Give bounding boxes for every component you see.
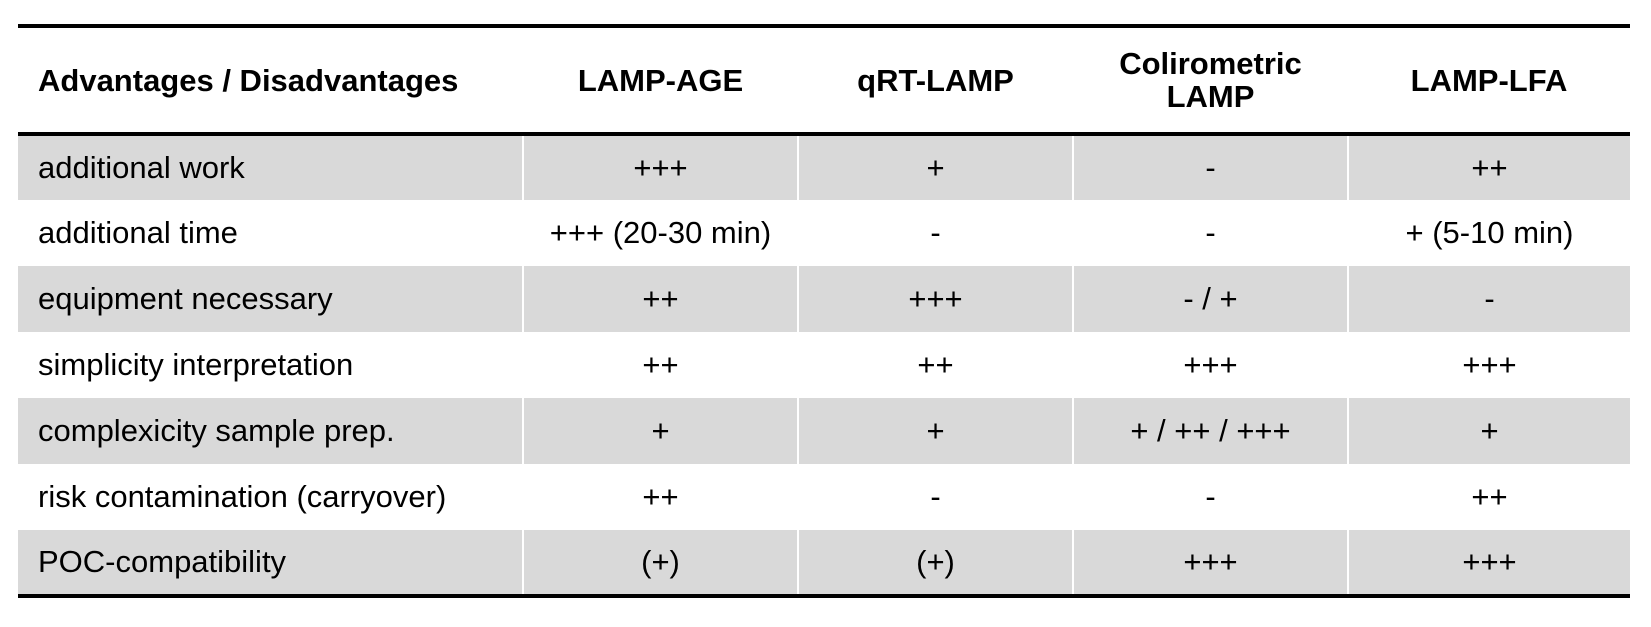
table-cell: +++ (797, 266, 1073, 332)
header-qrt-lamp: qRT-LAMP (857, 62, 1014, 98)
table-header: Advantages / Disadvantages LAMP-AGE qRT-… (18, 26, 1630, 134)
table-row: additional time +++ (20-30 min) - - + (5… (18, 200, 1630, 266)
header-lamp-lfa: LAMP-LFA (1410, 62, 1568, 98)
table-cell: (+) (522, 530, 798, 596)
table-cell: - / + (1072, 266, 1348, 332)
table-row: simplicity interpretation ++ ++ +++ +++ (18, 332, 1630, 398)
row-label: additional time (38, 215, 238, 250)
row-label: risk contamination (carryover) (38, 479, 447, 514)
table-cell: + (797, 398, 1073, 464)
table-cell: ++ (1347, 134, 1630, 200)
table-cell: +++ (1072, 332, 1348, 398)
table-cell: ++ (522, 332, 798, 398)
table-cell: ++ (522, 464, 798, 530)
table-row: additional work +++ + - ++ (18, 134, 1630, 200)
table-cell: +++ (1072, 530, 1348, 596)
lamp-comparison-table: Advantages / Disadvantages LAMP-AGE qRT-… (18, 24, 1630, 598)
table-cell: (+) (797, 530, 1073, 596)
table-cell: + (1347, 398, 1630, 464)
table-body: additional work +++ + - ++ additional ti… (18, 134, 1630, 596)
table-row: risk contamination (carryover) ++ - - ++ (18, 464, 1630, 530)
table-cell: ++ (1347, 464, 1630, 530)
table-cell: +++ (522, 134, 798, 200)
table-cell: - (1072, 464, 1348, 530)
table-row: complexicity sample prep. + + + / ++ / +… (18, 398, 1630, 464)
table-cell: +++ (20-30 min) (522, 200, 798, 266)
header-colorimetric-lamp: Colirometric LAMP (1119, 46, 1302, 114)
table-row: POC-compatibility (+) (+) +++ +++ (18, 530, 1630, 596)
row-label: equipment necessary (18, 266, 523, 332)
table-cell: - (1072, 200, 1348, 266)
table-cell: - (1072, 134, 1348, 200)
table-cell: - (797, 200, 1073, 266)
table-cell: + (5-10 min) (1347, 200, 1630, 266)
table-cell: + (797, 134, 1073, 200)
header-lamp-age: LAMP-AGE (577, 62, 744, 98)
table-cell: - (797, 464, 1073, 530)
header-advantages-disadvantages: Advantages / Disadvantages (38, 62, 459, 98)
table-cell: +++ (1347, 530, 1630, 596)
row-label: complexicity sample prep. (18, 398, 523, 464)
row-label: POC-compatibility (18, 530, 523, 596)
table-cell: ++ (797, 332, 1073, 398)
header-row: Advantages / Disadvantages LAMP-AGE qRT-… (18, 26, 1630, 134)
table-cell: + / ++ / +++ (1072, 398, 1348, 464)
table-cell: - (1347, 266, 1630, 332)
table-row: equipment necessary ++ +++ - / + - (18, 266, 1630, 332)
row-label: additional work (18, 134, 523, 200)
table-cell: +++ (1347, 332, 1630, 398)
table-cell: ++ (522, 266, 798, 332)
row-label: simplicity interpretation (38, 347, 354, 382)
table-cell: + (522, 398, 798, 464)
comparison-table-container: Advantages / Disadvantages LAMP-AGE qRT-… (18, 24, 1630, 598)
